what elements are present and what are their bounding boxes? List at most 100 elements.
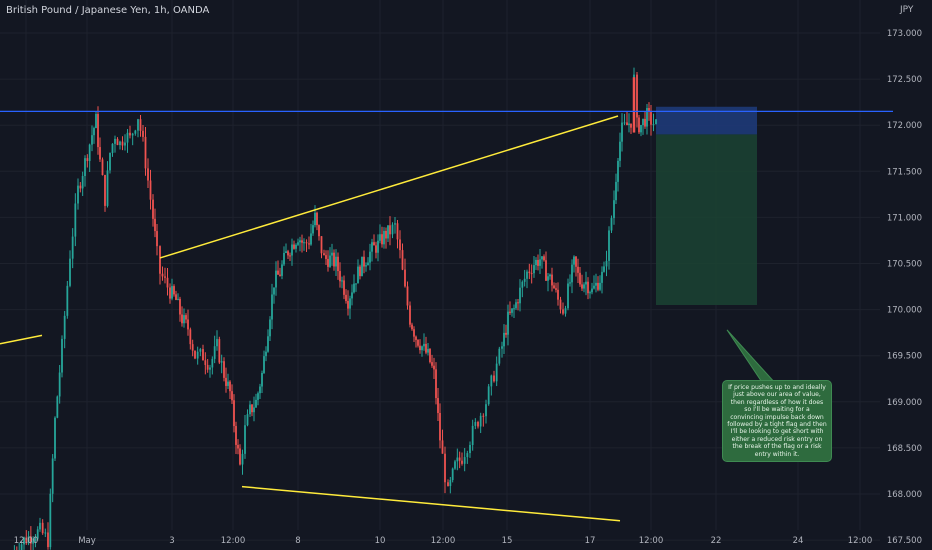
price-tick-label: 171.000 [887, 213, 922, 223]
candle [490, 374, 493, 396]
candle [36, 526, 39, 541]
candle [63, 310, 66, 349]
candle-body [116, 138, 119, 146]
candle [164, 267, 166, 284]
price-tick-label: 170.000 [887, 306, 922, 316]
candle-body [353, 283, 355, 293]
candle-body [142, 130, 144, 137]
candle-body [379, 234, 381, 241]
candle-body [303, 242, 305, 244]
candle-body [433, 365, 435, 370]
drawing-lines[interactable] [0, 110, 893, 522]
candle-body [41, 522, 44, 534]
candle [327, 250, 329, 272]
candle-body [299, 240, 301, 243]
candle [71, 228, 74, 269]
candle [591, 282, 593, 295]
candle [299, 236, 301, 252]
candle [25, 530, 28, 545]
candle [573, 255, 575, 273]
candle [543, 254, 545, 262]
candle-body [93, 128, 95, 136]
candle-body [585, 281, 587, 285]
symbol-title[interactable]: British Pound / Japanese Yen, 1h, OANDA [6, 5, 210, 16]
candle-body [81, 176, 84, 189]
candle-body [88, 144, 91, 162]
risk-reward-position[interactable] [656, 106, 757, 305]
time-axis[interactable]: 12:00 May 3 12:00 8 10 12:00 15 17 12:00 22 24 12:00 [14, 536, 873, 546]
candle-body [493, 375, 495, 382]
candle [99, 137, 101, 162]
candle-body [528, 271, 531, 274]
candle [237, 439, 239, 455]
candle [104, 174, 106, 212]
candle [187, 309, 189, 336]
candle-body [295, 244, 297, 249]
candle [175, 290, 177, 301]
candle [81, 171, 84, 197]
candle-body [447, 482, 449, 486]
candle [216, 330, 218, 351]
candle-body [69, 258, 71, 286]
candle [383, 227, 385, 249]
candle-body [77, 185, 79, 204]
candle-body [511, 308, 513, 313]
candle [579, 267, 581, 287]
time-tick-label: 17 [585, 536, 596, 546]
candle-body [239, 448, 241, 465]
candle [530, 264, 533, 284]
candle [585, 271, 587, 296]
candle-body [314, 212, 316, 226]
trade-plan-note[interactable]: If price pushes up to and ideally just a… [722, 380, 832, 463]
candle-body [501, 346, 503, 349]
candle [249, 400, 251, 417]
candle [101, 157, 104, 176]
candle [535, 257, 537, 271]
candle-body [301, 240, 303, 243]
candle-body [99, 147, 101, 160]
candle-body [279, 274, 281, 276]
candle [156, 224, 158, 256]
candle-body [587, 281, 589, 294]
candle [79, 182, 82, 193]
candle-body [495, 363, 498, 382]
candle-body [183, 315, 185, 324]
candle-body [241, 453, 244, 465]
candle-body [185, 315, 187, 320]
candle-body [74, 203, 77, 237]
candle [640, 124, 642, 137]
candle-body [626, 122, 628, 126]
candle-body [539, 259, 541, 266]
candle [124, 134, 126, 151]
candle-body [477, 422, 479, 427]
candle [421, 345, 423, 357]
candle [152, 194, 154, 227]
candle-body [147, 168, 149, 181]
candle-body [526, 271, 528, 279]
candle-body [419, 345, 421, 351]
candle [613, 190, 615, 225]
candle-body [114, 138, 116, 144]
candle [553, 282, 555, 289]
candle [655, 119, 657, 125]
candle [587, 277, 589, 300]
candle [517, 299, 519, 311]
candle [271, 283, 273, 330]
candle [521, 280, 524, 298]
candle-body [458, 457, 461, 461]
candle-body [144, 136, 147, 169]
candle-body [559, 299, 562, 310]
candle-body [509, 311, 511, 313]
price-axis[interactable]: 173.000 172.500 172.000 171.500 171.000 170.5… [887, 29, 922, 546]
candle-body [383, 230, 385, 245]
candle [615, 173, 617, 205]
candle [541, 255, 543, 269]
candle [646, 103, 648, 135]
candle [396, 219, 399, 249]
candle [399, 230, 401, 259]
candle-body [562, 309, 564, 314]
candle [47, 522, 49, 550]
candle [623, 113, 626, 126]
candle [361, 256, 363, 277]
